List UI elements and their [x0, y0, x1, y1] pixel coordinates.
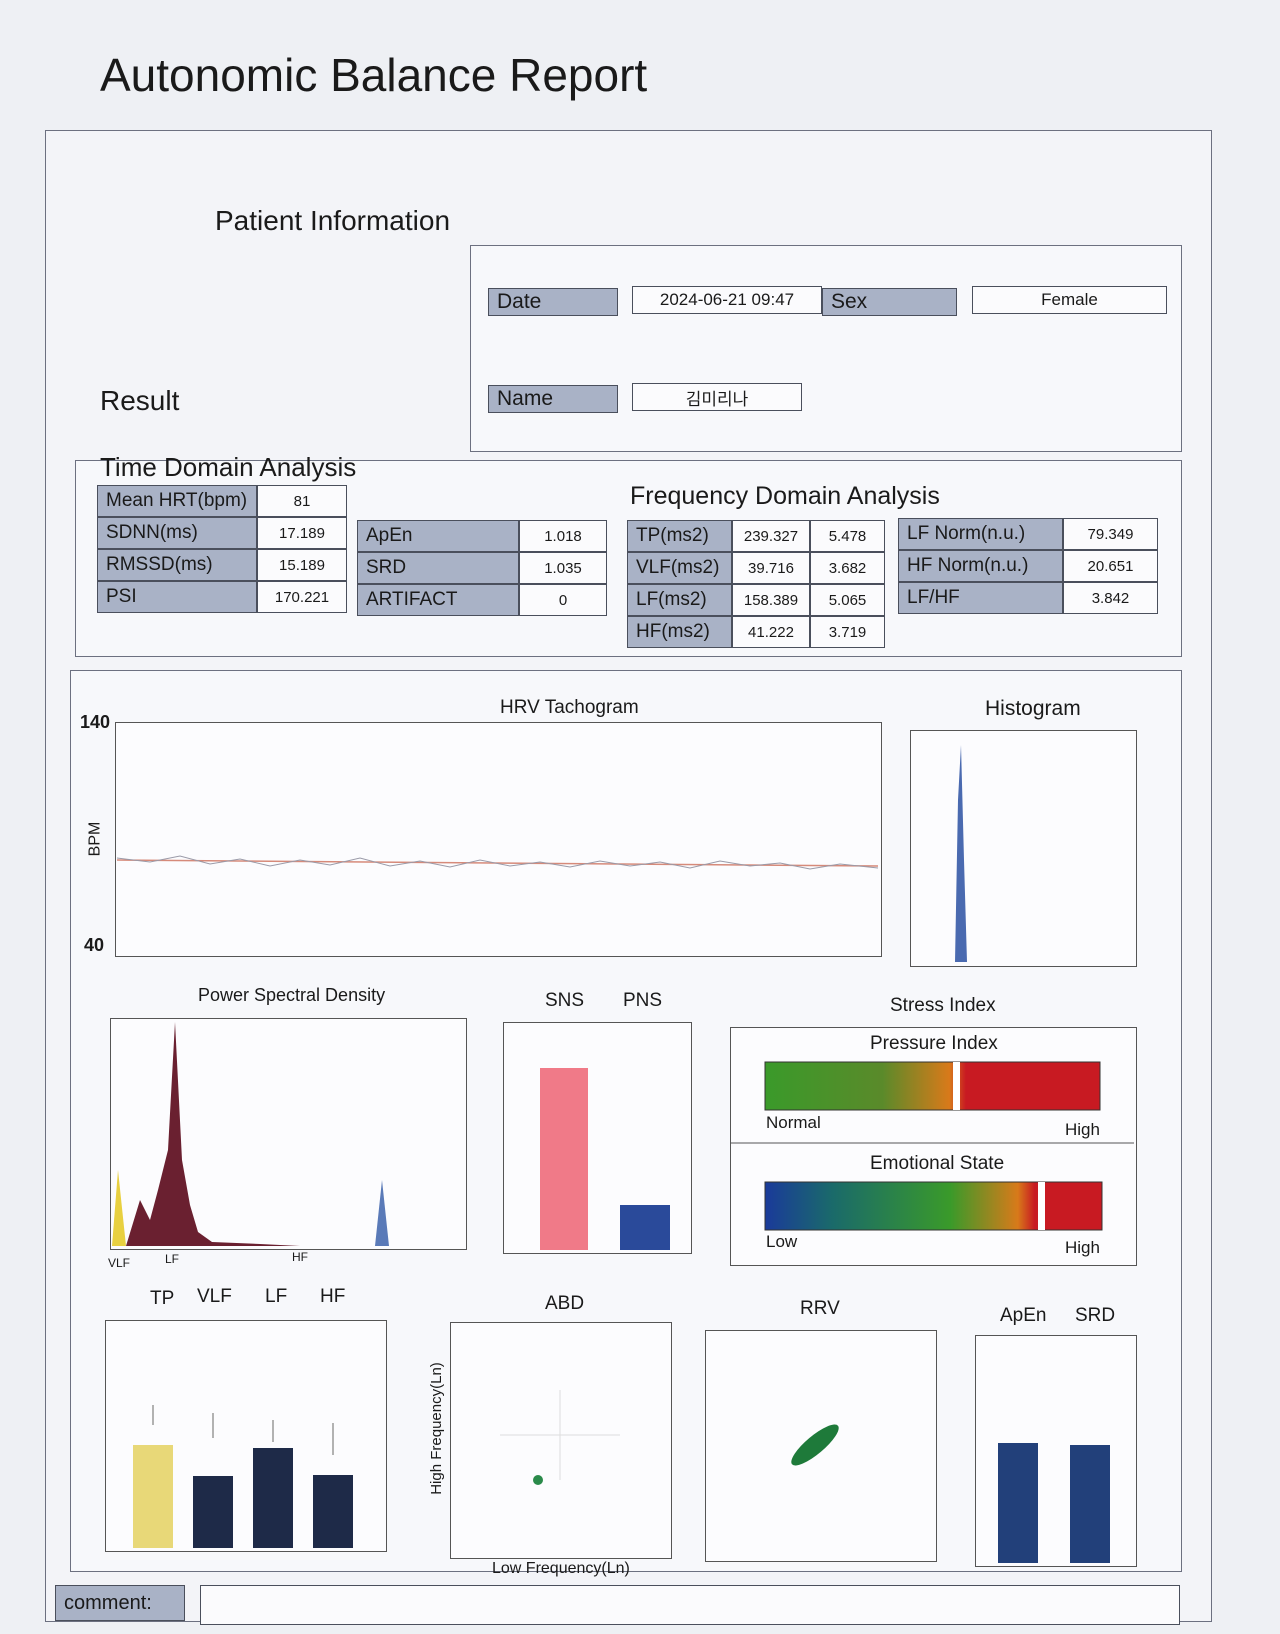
field-label: Sex: [822, 288, 957, 316]
row-label: HF(ms2): [627, 616, 732, 648]
abd-plot: [450, 1322, 672, 1559]
graph-title: Power Spectral Density: [198, 985, 386, 1005]
y-tick-label: 140: [80, 712, 111, 732]
field-value: Female: [972, 286, 1167, 314]
row-label: Mean HRT(bpm): [97, 485, 257, 517]
row-value: 0: [519, 584, 607, 616]
row-value: 3.682: [810, 552, 885, 584]
row-value: 39.716: [732, 552, 810, 584]
field-label: Date: [488, 288, 618, 316]
y-tick-label: 40: [84, 935, 105, 955]
field-value: 2024-06-21 09:47: [632, 286, 822, 314]
power-plot: [105, 1320, 387, 1552]
row-label: VLF(ms2): [627, 552, 732, 584]
row-label: LF Norm(n.u.): [898, 518, 1063, 550]
field-value: 김미리나: [632, 383, 802, 411]
row-label: SRD: [357, 552, 519, 584]
row-value: 41.222: [732, 616, 810, 648]
band-label: LF: [165, 1252, 180, 1266]
patient-box: [470, 245, 1182, 452]
rrv-plot: [705, 1330, 937, 1562]
section-title: Frequency Domain Analysis: [630, 482, 940, 510]
psd-plot: [110, 1018, 467, 1250]
graph-title: Stress Index: [890, 995, 996, 1016]
row-label: PSI: [97, 581, 257, 613]
gauge-low: Normal: [766, 1113, 821, 1132]
row-value: 5.478: [810, 520, 885, 552]
bar-label: ApEn: [1000, 1305, 1047, 1326]
row-label: LF(ms2): [627, 584, 732, 616]
row-label: RMSSD(ms): [97, 549, 257, 581]
row-label: TP(ms2): [627, 520, 732, 552]
row-value: 239.327: [732, 520, 810, 552]
bar-label: VLF: [197, 1286, 232, 1307]
histogram-plot: [910, 730, 1137, 967]
row-label: LF/HF: [898, 582, 1063, 614]
section-title: Patient Information: [215, 205, 451, 236]
row-value: 158.389: [732, 584, 810, 616]
row-label: ARTIFACT: [357, 584, 519, 616]
stress-box: [730, 1027, 1137, 1266]
gauge-low: Low: [766, 1232, 798, 1251]
bar-label: LF: [265, 1286, 288, 1307]
row-value: 3.842: [1063, 582, 1158, 614]
graph-title: Histogram: [985, 697, 1081, 720]
row-value: 79.349: [1063, 518, 1158, 550]
graph-title: ABD: [545, 1293, 585, 1314]
field-label: Name: [488, 385, 618, 413]
gauge-title: Emotional State: [870, 1153, 1005, 1174]
report-title: Autonomic Balance Report: [100, 49, 648, 101]
row-value: 17.189: [257, 517, 347, 549]
bar-label: PNS: [623, 990, 663, 1011]
row-label: SDNN(ms): [97, 517, 257, 549]
y-axis-label: BPM: [86, 821, 104, 857]
row-label: ApEn: [357, 520, 519, 552]
complexity-plot: [975, 1335, 1137, 1567]
balance-plot: [503, 1022, 692, 1254]
row-value: 5.065: [810, 584, 885, 616]
row-label: HF Norm(n.u.): [898, 550, 1063, 582]
y-axis-label: High Frequency(Ln): [427, 1362, 445, 1495]
section-title: Time Domain Analysis: [100, 452, 357, 482]
row-value: 15.189: [257, 549, 347, 581]
band-label: HF: [292, 1250, 308, 1264]
gauge-title: Pressure Index: [870, 1033, 998, 1054]
graph-title: HRV Tachogram: [500, 697, 639, 718]
row-value: 170.221: [257, 581, 347, 613]
bar-label: SRD: [1075, 1305, 1116, 1326]
bar-label: TP: [150, 1288, 175, 1309]
row-value: 3.719: [810, 616, 885, 648]
gauge-high: High: [1065, 1120, 1100, 1139]
row-value: 81: [257, 485, 347, 517]
section-title: Result: [100, 385, 180, 416]
row-value: 1.035: [519, 552, 607, 584]
band-label: VLF: [108, 1256, 131, 1270]
bar-label: SNS: [545, 990, 585, 1011]
row-value: 20.651: [1063, 550, 1158, 582]
gauge-high: High: [1065, 1238, 1100, 1257]
bar-label: HF: [320, 1286, 346, 1307]
graph-title: RRV: [800, 1298, 840, 1319]
row-value: 1.018: [519, 520, 607, 552]
x-axis-label: Low Frequency(Ln): [492, 1560, 630, 1577]
comment-box: [200, 1585, 1180, 1625]
tachogram-plot: [115, 722, 882, 957]
comment-label: comment:: [55, 1585, 185, 1621]
